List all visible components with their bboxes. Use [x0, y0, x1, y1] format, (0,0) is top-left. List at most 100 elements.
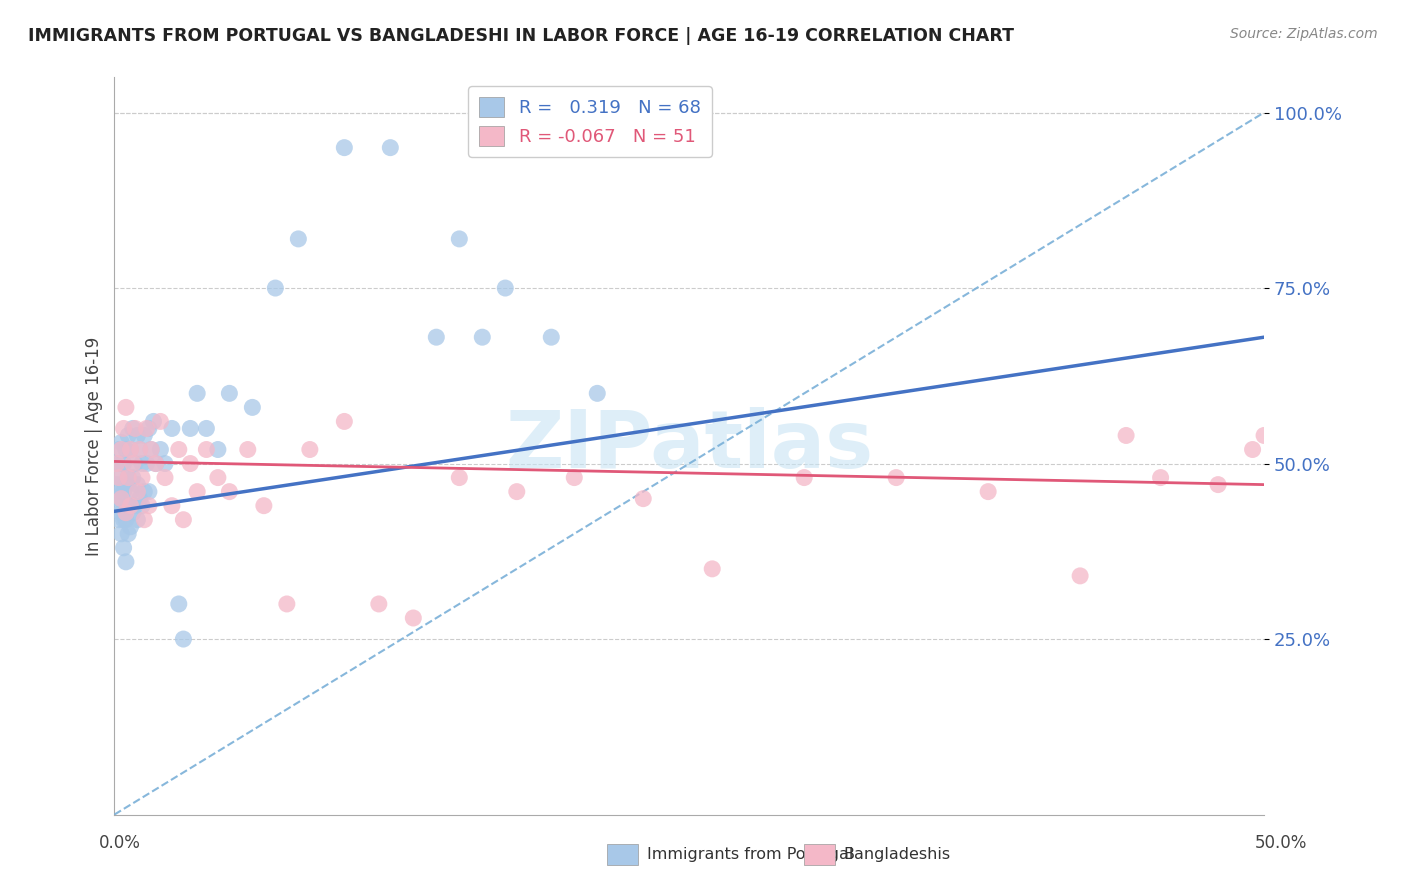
Point — [120, 499, 142, 513]
Point — [110, 491, 132, 506]
Point — [145, 457, 167, 471]
Point — [127, 428, 149, 442]
Point — [702, 562, 724, 576]
Point — [112, 541, 135, 555]
Point — [115, 442, 138, 457]
Point — [207, 470, 229, 484]
Point — [172, 632, 194, 646]
Point — [977, 484, 1000, 499]
Point — [218, 484, 240, 499]
Point — [253, 499, 276, 513]
Point — [112, 421, 135, 435]
Point — [115, 555, 138, 569]
Point — [141, 442, 163, 457]
Point — [218, 386, 240, 401]
Point — [127, 513, 149, 527]
Text: Immigrants from Portugal: Immigrants from Portugal — [647, 847, 853, 862]
Point — [138, 499, 160, 513]
Y-axis label: In Labor Force | Age 16-19: In Labor Force | Age 16-19 — [86, 336, 103, 556]
Point — [110, 484, 132, 499]
Point — [105, 499, 128, 513]
Text: Source: ZipAtlas.com: Source: ZipAtlas.com — [1230, 27, 1378, 41]
Point — [149, 414, 172, 428]
Point — [380, 141, 402, 155]
Point — [110, 435, 132, 450]
Point — [121, 457, 143, 471]
Point — [115, 477, 138, 491]
Point — [131, 499, 153, 513]
Point — [110, 526, 132, 541]
Point — [112, 457, 135, 471]
Point — [153, 470, 176, 484]
Point — [117, 499, 139, 513]
Point — [124, 457, 146, 471]
Point — [167, 442, 190, 457]
Point — [115, 401, 138, 415]
Point — [540, 330, 562, 344]
Point — [134, 513, 156, 527]
Text: IMMIGRANTS FROM PORTUGAL VS BANGLADESHI IN LABOR FORCE | AGE 16-19 CORRELATION C: IMMIGRANTS FROM PORTUGAL VS BANGLADESHI … — [28, 27, 1014, 45]
Point — [287, 232, 309, 246]
Text: Bangladeshis: Bangladeshis — [844, 847, 950, 862]
Point — [160, 499, 183, 513]
Point — [134, 428, 156, 442]
Point — [1253, 428, 1275, 442]
Point — [633, 491, 655, 506]
Point — [121, 421, 143, 435]
Point — [120, 484, 142, 499]
Point — [167, 597, 190, 611]
Point — [117, 470, 139, 484]
Point — [586, 386, 609, 401]
Point — [179, 457, 201, 471]
Point — [131, 470, 153, 484]
Point — [135, 457, 157, 471]
Point — [298, 442, 321, 457]
Point — [333, 141, 356, 155]
Point — [115, 506, 138, 520]
Point — [120, 442, 142, 457]
Point — [562, 470, 585, 484]
Point — [425, 330, 447, 344]
Point — [449, 232, 471, 246]
Point — [138, 421, 160, 435]
Point — [117, 470, 139, 484]
Point — [108, 470, 131, 484]
Point — [1241, 442, 1264, 457]
Point — [506, 484, 529, 499]
Text: 50.0%: 50.0% — [1256, 834, 1308, 852]
Point — [108, 470, 131, 484]
Point — [124, 499, 146, 513]
Point — [134, 484, 156, 499]
Point — [124, 421, 146, 435]
Point — [186, 484, 208, 499]
Point — [195, 421, 218, 435]
Point — [276, 597, 298, 611]
Point — [105, 477, 128, 491]
Point — [141, 442, 163, 457]
Point — [1115, 428, 1137, 442]
Point — [172, 513, 194, 527]
Legend: R =   0.319   N = 68, R = -0.067   N = 51: R = 0.319 N = 68, R = -0.067 N = 51 — [468, 87, 711, 157]
Point — [131, 457, 153, 471]
Point — [264, 281, 287, 295]
Point — [115, 513, 138, 527]
Point — [127, 484, 149, 499]
Point — [179, 421, 201, 435]
Point — [110, 457, 132, 471]
Point — [121, 470, 143, 484]
Point — [117, 428, 139, 442]
Point — [108, 491, 131, 506]
Point — [128, 442, 150, 457]
Point — [793, 470, 815, 484]
Text: ZIPatlas: ZIPatlas — [505, 407, 873, 485]
Point — [112, 484, 135, 499]
Point — [449, 470, 471, 484]
Point — [333, 414, 356, 428]
Point — [120, 442, 142, 457]
Point — [127, 477, 149, 491]
Point — [402, 611, 425, 625]
Text: 0.0%: 0.0% — [98, 834, 141, 852]
Point — [240, 401, 263, 415]
Point — [117, 526, 139, 541]
Point — [145, 457, 167, 471]
